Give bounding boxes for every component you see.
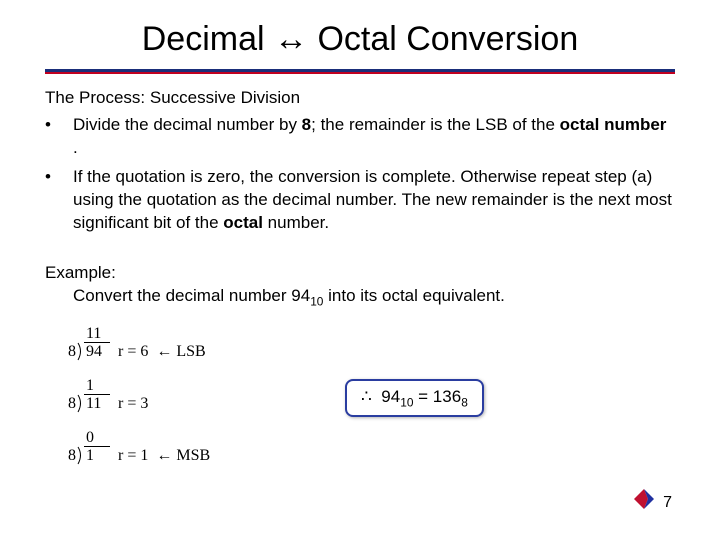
quotient: 11 bbox=[84, 325, 110, 343]
remainder-note: r = 6 ← LSB bbox=[110, 343, 170, 361]
worked-example: 11 8 94 r = 6 ← LSB 1 8 11 r = 3 0 8 1 r bbox=[45, 325, 675, 480]
subscript: 10 bbox=[400, 395, 413, 409]
division-bar-icon bbox=[77, 395, 84, 413]
division-step: 11 8 94 r = 6 ← LSB bbox=[63, 325, 170, 361]
text-bold: octal number bbox=[560, 115, 667, 134]
bullet-marker: • bbox=[45, 114, 73, 160]
bullet-marker: • bbox=[45, 166, 73, 235]
bullet-text: Divide the decimal number by 8; the rema… bbox=[73, 114, 675, 160]
text-bold: 8 bbox=[302, 115, 311, 134]
example-block: Example: Convert the decimal number 9410… bbox=[45, 261, 675, 311]
text: Convert the decimal number 94 bbox=[73, 286, 310, 305]
text: ; the remainder is the LSB of the bbox=[311, 115, 560, 134]
dividend: 94 bbox=[84, 343, 110, 361]
divisor: 8 bbox=[63, 447, 77, 465]
division-step: 0 8 1 r = 1 ← MSB bbox=[63, 429, 170, 465]
text: If the quotation is zero, the conversion… bbox=[73, 167, 672, 232]
text: = 136 bbox=[413, 387, 461, 406]
title-underline bbox=[45, 69, 675, 74]
quotient: 0 bbox=[84, 429, 110, 447]
therefore-symbol: ∴ bbox=[361, 387, 372, 406]
text: number. bbox=[263, 213, 329, 232]
text: 94 bbox=[381, 387, 400, 406]
text-bold: octal bbox=[223, 213, 263, 232]
division-bar-icon bbox=[77, 343, 84, 361]
dividend: 1 bbox=[84, 447, 110, 465]
subscript: 8 bbox=[461, 395, 468, 409]
process-heading: The Process: Successive Division bbox=[45, 88, 675, 108]
remainder-note: r = 1 ← MSB bbox=[110, 447, 170, 465]
bullet-list: • Divide the decimal number by 8; the re… bbox=[45, 114, 675, 235]
divisor: 8 bbox=[63, 395, 77, 413]
text: Divide the decimal number by bbox=[73, 115, 302, 134]
page-number: 7 bbox=[663, 494, 672, 512]
list-item: • If the quotation is zero, the conversi… bbox=[45, 166, 675, 235]
division-bar-icon bbox=[77, 447, 84, 465]
bullet-text: If the quotation is zero, the conversion… bbox=[73, 166, 675, 235]
example-label: Example: bbox=[45, 261, 675, 285]
text: . bbox=[73, 138, 78, 157]
list-item: • Divide the decimal number by 8; the re… bbox=[45, 114, 675, 160]
text: into its octal equivalent. bbox=[323, 286, 504, 305]
result-box: ∴ 9410 = 1368 bbox=[345, 379, 484, 417]
slide-logo-icon bbox=[630, 485, 658, 518]
remainder-note: r = 3 bbox=[110, 395, 170, 413]
page-title: Decimal ↔ Octal Conversion bbox=[45, 20, 675, 67]
quotient: 1 bbox=[84, 377, 110, 395]
divisor: 8 bbox=[63, 343, 77, 361]
example-prompt: Convert the decimal number 9410 into its… bbox=[45, 284, 675, 310]
division-step: 1 8 11 r = 3 bbox=[63, 377, 170, 413]
dividend: 11 bbox=[84, 395, 110, 413]
subscript: 10 bbox=[310, 295, 323, 309]
